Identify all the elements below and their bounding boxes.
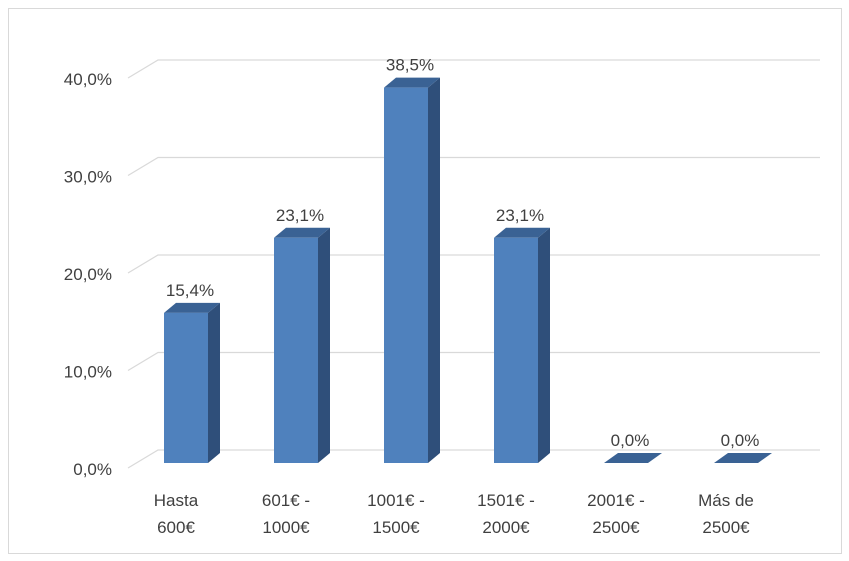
chart-border (8, 8, 842, 554)
bar (604, 453, 662, 463)
y-tick-label: 10,0% (64, 363, 112, 382)
x-tick-label: 1000€ (262, 518, 310, 537)
x-tick-label: 1500€ (372, 518, 420, 537)
data-label: 38,5% (386, 56, 434, 75)
x-tick-label: 2500€ (592, 518, 640, 537)
bar (494, 237, 538, 463)
bar-top (164, 302, 220, 313)
gridline (127, 449, 820, 469)
x-tick-label: 2001€ - (587, 491, 645, 510)
data-label: 23,1% (496, 206, 544, 225)
x-tick-label: 1001€ - (367, 491, 425, 510)
bar-side (538, 227, 550, 463)
bar-top (274, 227, 330, 238)
bar (714, 453, 772, 463)
x-tick-label: 600€ (157, 518, 195, 537)
bar (274, 237, 318, 463)
gridline (127, 156, 820, 177)
y-tick-label: 20,0% (64, 265, 112, 284)
x-tick-label: 1501€ - (477, 491, 535, 510)
bar-top (384, 77, 440, 88)
bar (384, 87, 428, 463)
bar (164, 312, 208, 463)
data-label: 23,1% (276, 206, 324, 225)
bar-side (428, 77, 440, 463)
y-tick-label: 0,0% (73, 460, 112, 479)
y-tick-label: 30,0% (64, 168, 112, 187)
data-label: 0,0% (721, 431, 760, 450)
x-tick-label: Hasta (154, 491, 199, 510)
data-label: 0,0% (611, 431, 650, 450)
x-tick-label: 601€ - (262, 491, 310, 510)
x-tick-label: Más de (698, 491, 754, 510)
bar-side (208, 302, 220, 463)
x-tick-label: 2500€ (702, 518, 750, 537)
bar-top (494, 227, 550, 238)
gridline (127, 254, 820, 274)
gridline (127, 59, 820, 79)
data-label: 15,4% (166, 281, 214, 300)
x-tick-label: 2000€ (482, 518, 530, 537)
bar-side (318, 227, 330, 463)
y-tick-label: 40,0% (64, 70, 112, 89)
gridline (127, 351, 820, 372)
